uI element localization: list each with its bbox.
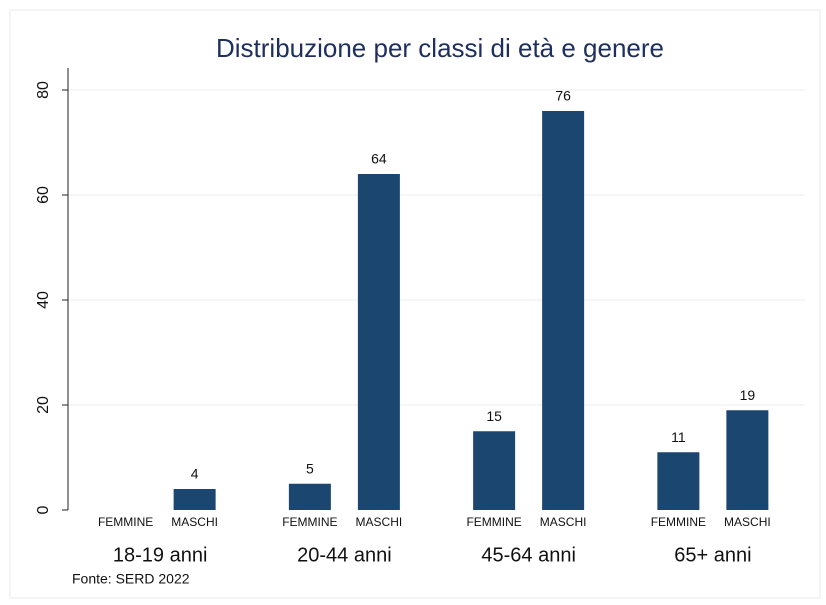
- sub-category-label: FEMMINE: [98, 515, 153, 529]
- value-label: 4: [191, 466, 199, 482]
- bar: [726, 410, 769, 510]
- bar: [542, 111, 585, 510]
- sub-category-label: MASCHI: [356, 515, 403, 529]
- bar: [173, 489, 216, 510]
- group-label: 20-44 anni: [297, 544, 392, 566]
- y-tick-label: 80: [35, 81, 52, 99]
- value-label: 15: [486, 408, 502, 424]
- value-label: 64: [371, 151, 387, 167]
- sub-category-label: MASCHI: [171, 515, 218, 529]
- group-label: 65+ anni: [674, 544, 751, 566]
- group-label: 45-64 anni: [481, 544, 576, 566]
- value-label: 19: [740, 387, 756, 403]
- chart-title: Distribuzione per classi di età e genere: [216, 33, 664, 63]
- bar: [657, 452, 700, 510]
- y-tick-label: 20: [35, 396, 52, 414]
- bar: [473, 431, 516, 510]
- sub-category-label: FEMMINE: [282, 515, 337, 529]
- sub-category-label: MASCHI: [540, 515, 587, 529]
- value-label: 5: [306, 460, 314, 476]
- sub-category-label: FEMMINE: [466, 515, 521, 529]
- group-label: 18-19 anni: [113, 544, 208, 566]
- sub-category-label: FEMMINE: [651, 515, 706, 529]
- bar: [288, 483, 331, 510]
- y-tick-label: 60: [35, 186, 52, 204]
- y-tick-label: 40: [35, 291, 52, 309]
- value-label: 11: [671, 429, 686, 445]
- value-label: 76: [555, 88, 571, 104]
- source-note: Fonte: SERD 2022: [72, 571, 190, 587]
- y-tick-label: 0: [35, 505, 52, 514]
- bar: [357, 174, 400, 510]
- sub-category-label: MASCHI: [724, 515, 771, 529]
